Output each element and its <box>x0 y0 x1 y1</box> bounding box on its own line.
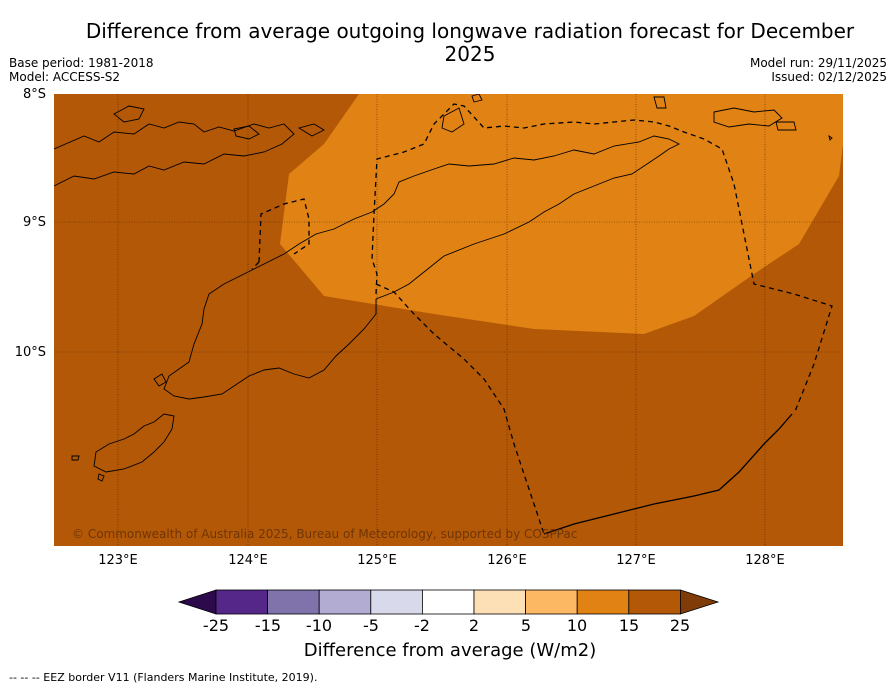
colorbar-segment <box>267 589 320 615</box>
model-run: Model run: 29/11/2025 <box>749 56 887 70</box>
colorbar-tick: 10 <box>566 616 588 635</box>
meta-left: Base period: 1981-2018 Model: ACCESS-S2 <box>9 56 154 84</box>
gridlines <box>54 94 843 546</box>
map-plot[interactable]: © Commonwealth of Australia 2025, Bureau… <box>54 94 843 546</box>
copyright-text: © Commonwealth of Australia 2025, Bureau… <box>72 527 577 541</box>
chart-title: Difference from average outgoing longwav… <box>85 19 855 66</box>
colorbar-tick: 15 <box>618 616 640 635</box>
lon-label-124e: 124°E <box>228 553 268 568</box>
meta-right: Model run: 29/11/2025 Issued: 02/12/2025 <box>750 56 887 84</box>
colorbar-segment <box>421 589 475 615</box>
lat-label-9s: 9°S <box>22 215 46 230</box>
colorbar-tick: 5 <box>520 616 532 635</box>
coastlines <box>54 94 833 482</box>
base-period: Base period: 1981-2018 <box>9 56 154 70</box>
colorbar-tick: -2 <box>414 616 430 635</box>
colorbar <box>178 589 720 615</box>
colorbar-title: Difference from average (W/m2) <box>303 640 597 661</box>
colorbar-extend-low <box>178 589 217 615</box>
colorbar-segment <box>370 589 423 615</box>
colorbar-segment <box>318 589 372 615</box>
colorbar-tick: 25 <box>669 616 691 635</box>
colorbar-tick: -25 <box>202 616 230 635</box>
colorbar-tick: 2 <box>468 616 480 635</box>
lon-label-125e: 125°E <box>357 553 397 568</box>
lat-label-8s: 8°S <box>22 87 46 102</box>
colorbar-extend-high <box>679 589 720 615</box>
eez-borders <box>251 103 833 535</box>
colorbar-segment <box>473 589 526 615</box>
colorbar-segment <box>628 589 681 615</box>
issued-date: Issued: 02/12/2025 <box>771 70 887 84</box>
lon-label-126e: 126°E <box>487 553 527 568</box>
colorbar-tick: -10 <box>305 616 333 635</box>
eez-border-solid <box>543 413 793 535</box>
lon-label-127e: 127°E <box>616 553 656 568</box>
colorbar-segment <box>576 589 630 615</box>
model-name: Model: ACCESS-S2 <box>9 70 121 84</box>
colorbar-segment <box>215 589 268 615</box>
colorbar-tick: -5 <box>363 616 379 635</box>
footer-note: -- -- -- EEZ border V11 (Flanders Marine… <box>9 671 318 684</box>
lon-label-128e: 128°E <box>745 553 785 568</box>
anomaly-inner-region <box>280 94 843 334</box>
colorbar-segment <box>525 589 578 615</box>
colorbar-tick: -15 <box>254 616 282 635</box>
lat-label-10s: 10°S <box>14 345 46 360</box>
lon-label-123e: 123°E <box>98 553 138 568</box>
